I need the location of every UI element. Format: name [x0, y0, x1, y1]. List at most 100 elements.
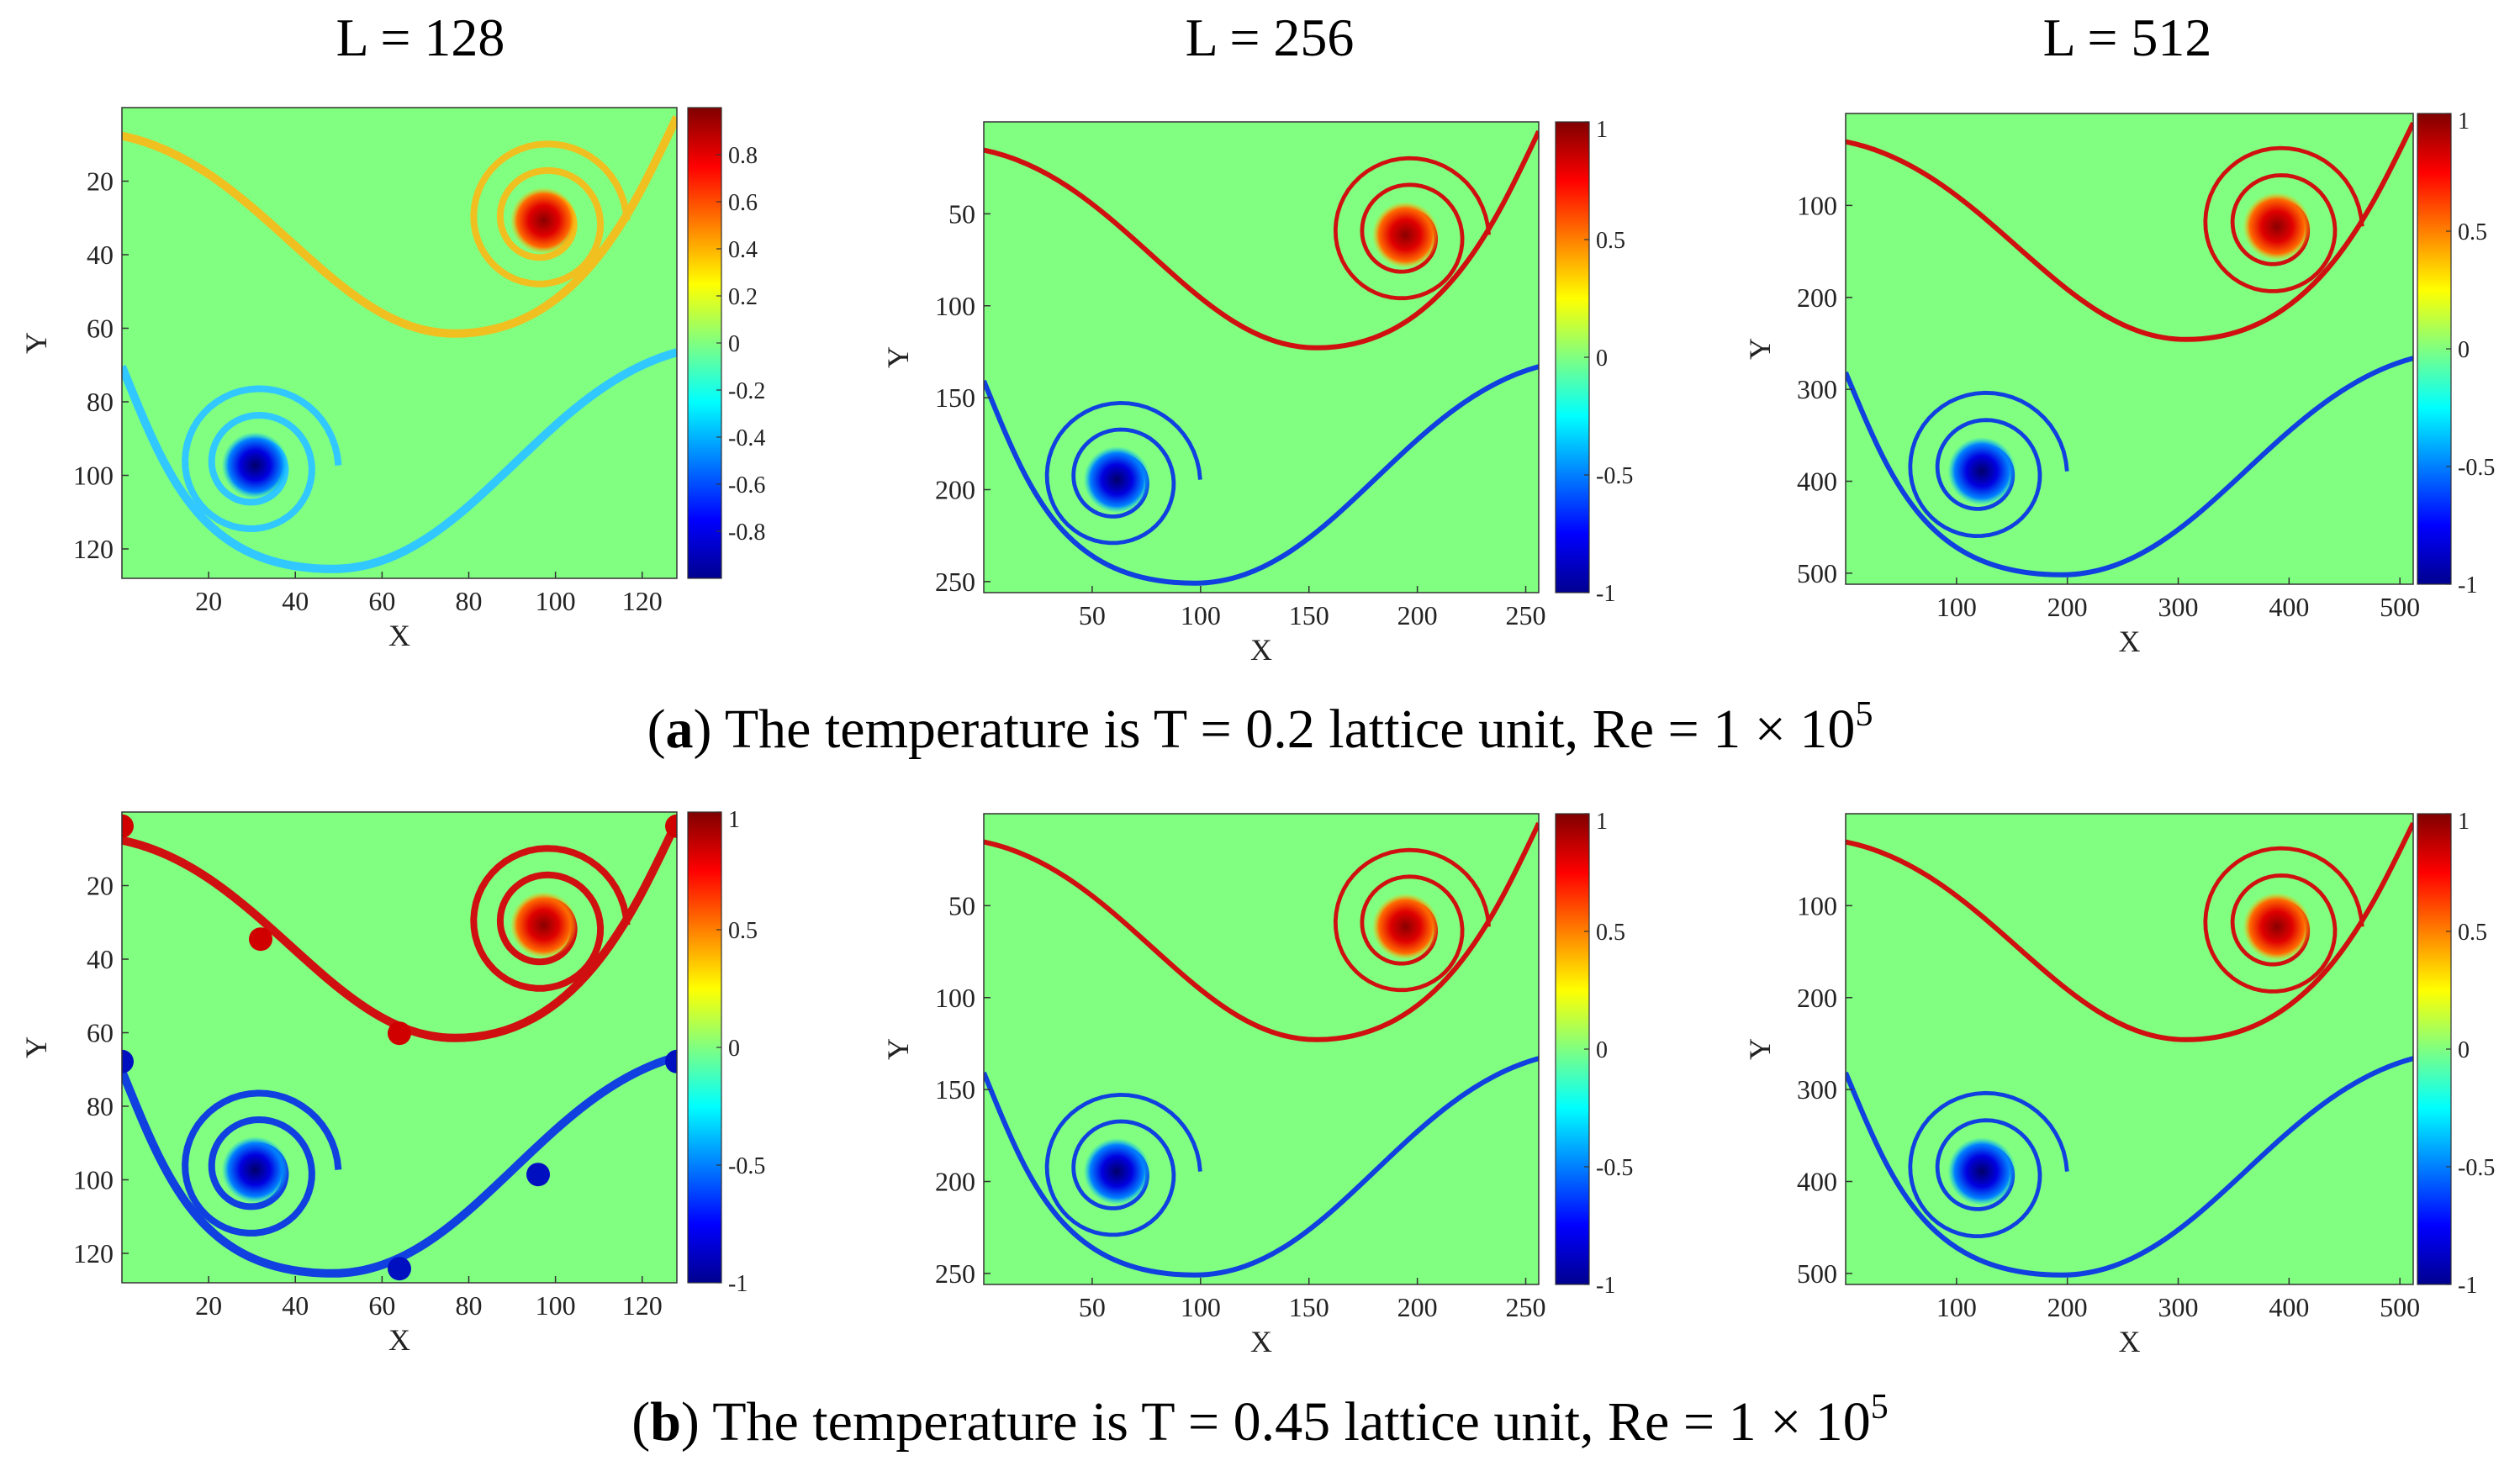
secondary-vortex: [122, 1049, 134, 1073]
caption-b-letter: b: [650, 1391, 681, 1453]
colorbar-tick-label: 0.6: [728, 190, 758, 216]
x-axis-label: X: [1250, 1325, 1272, 1358]
colorbar-tick-label: 1: [2458, 809, 2470, 835]
panel-b-l512: 100 200 300 400 500 100 200 300 400 500 X Y 1 0.5 0 -0.…: [1728, 805, 2520, 1369]
x-tick-label: 250: [1506, 1292, 1546, 1322]
vortex-core-positive: [1372, 201, 1440, 268]
colorbar-tick-label: 1: [728, 807, 740, 833]
x-tick-label: 300: [2158, 1292, 2199, 1322]
shear-layer-negative: [122, 348, 677, 573]
y-axis-label: Y: [881, 1038, 915, 1060]
caption-a-exponent: 5: [1855, 695, 1873, 734]
vortex-core-positive: [1372, 893, 1440, 960]
colorbar-tick-label: 0: [2458, 337, 2470, 363]
y-tick-label: 20: [87, 166, 114, 197]
colorbar-tick-label: -0.5: [2458, 1155, 2495, 1181]
y-tick-label: 400: [1797, 1167, 1837, 1197]
secondary-vortex: [665, 814, 677, 838]
vortex-core-negative: [1083, 1138, 1150, 1205]
colorbar: [2417, 113, 2452, 585]
caption-a-letter: a: [665, 699, 694, 760]
colorbar-tick-label: -1: [2458, 1273, 2477, 1299]
colorbar-tick-label: -0.5: [1596, 463, 1633, 489]
y-tick-label: 100: [935, 291, 975, 321]
colorbar-tick-label: 0.5: [2458, 219, 2487, 245]
vortex-core-positive: [510, 891, 578, 958]
caption-b: (b) The temperature is T = 0.45 lattice …: [0, 1387, 2520, 1454]
shear-layer-negative: [984, 364, 1539, 586]
caption-b-open: (: [631, 1391, 651, 1453]
x-axis-label: X: [2119, 1325, 2141, 1358]
y-tick-label: 60: [87, 314, 114, 344]
x-tick-label: 80: [456, 1290, 483, 1321]
colorbar-tick-label: -0.8: [728, 519, 765, 546]
x-tick-label: 100: [536, 586, 576, 616]
colorbar: [1555, 813, 1590, 1285]
y-axis-label: Y: [881, 346, 915, 368]
x-tick-label: 500: [2380, 592, 2420, 622]
caption-b-close: ): [680, 1391, 700, 1453]
x-tick-label: 120: [622, 1290, 663, 1321]
heatmap-svg: 100 200 300 400 500 100 200 300 400 500 X Y 1 0.5 0 -0.…: [1743, 108, 2495, 658]
y-tick-label: 250: [935, 1258, 975, 1289]
panel-b-l256: 50 100 150 200 250 50 100 150 200 250 X Y 1 0.5 0 -0.5 -…: [866, 805, 1669, 1369]
y-tick-label: 150: [935, 1074, 975, 1105]
heatmap-svg: 50 100 150 200 250 50 100 150 200 250 X Y 1 0.5 0 -0.5 -…: [881, 117, 1633, 667]
secondary-vortex: [388, 1021, 411, 1046]
y-tick-label: 300: [1797, 1074, 1837, 1105]
caption-a-open: (: [647, 699, 666, 760]
y-tick-label: 200: [935, 475, 975, 505]
panel-b-l128: 20 40 60 80 100 120 20 40 60 80 100 120 X Y 1 0.5 0 -0.5 -…: [0, 805, 801, 1367]
x-tick-label: 500: [2380, 1292, 2420, 1322]
y-tick-label: 400: [1797, 467, 1837, 497]
colorbar-tick-label: 0: [1596, 1037, 1608, 1063]
x-axis-label: X: [388, 619, 410, 652]
secondary-vortex: [249, 927, 272, 952]
x-tick-label: 150: [1289, 1292, 1329, 1322]
heatmap-svg: 50 100 150 200 250 50 100 150 200 250 X Y 1 0.5 0 -0.5 -…: [881, 809, 1633, 1358]
y-tick-label: 200: [935, 1167, 975, 1197]
colorbar-tick-label: 0: [728, 331, 740, 357]
colorbar-tick-label: -0.4: [728, 425, 765, 451]
y-tick-label: 200: [1797, 983, 1837, 1013]
caption-b-text: The temperature is T = 0.45 lattice unit…: [699, 1391, 1871, 1453]
heatmap-svg: 100 200 300 400 500 100 200 300 400 500 X Y 1 0.5 0 -0.…: [1743, 809, 2495, 1358]
vortex-core-negative: [221, 432, 288, 499]
y-tick-label: 500: [1797, 1258, 1837, 1289]
y-tick-label: 200: [1797, 282, 1837, 313]
column-title-l256: L = 256: [1185, 8, 1355, 67]
y-tick-label: 150: [935, 382, 975, 413]
y-tick-label: 60: [87, 1018, 114, 1048]
colorbar: [687, 107, 722, 579]
x-tick-label: 100: [1181, 1292, 1221, 1322]
y-tick-label: 500: [1797, 558, 1837, 588]
y-axis-label: Y: [1743, 1038, 1777, 1060]
colorbar-tick-label: -0.2: [728, 378, 765, 404]
vortex-core-positive: [2243, 892, 2311, 961]
x-tick-label: 80: [456, 586, 483, 616]
colorbar-tick-label: -0.6: [728, 472, 765, 498]
y-tick-label: 100: [935, 983, 975, 1013]
colorbar-tick-label: 0: [1596, 345, 1608, 372]
panel-a-l512: 100 200 300 400 500 100 200 300 400 500 X Y 1 0.5 0 -0.…: [1728, 105, 2520, 668]
y-tick-label: 40: [87, 944, 114, 974]
x-tick-label: 400: [2269, 592, 2309, 622]
colorbar-tick-label: 1: [1596, 117, 1608, 143]
caption-a: (a) The temperature is T = 0.2 lattice u…: [0, 694, 2520, 762]
caption-a-close: ): [693, 699, 712, 760]
y-tick-label: 300: [1797, 374, 1837, 404]
colorbar-tick-label: -1: [728, 1271, 748, 1297]
x-axis-label: X: [1250, 633, 1272, 667]
x-axis-label: X: [388, 1323, 410, 1357]
y-tick-label: 50: [948, 890, 975, 920]
colorbar-tick-label: 1: [1596, 809, 1608, 835]
shear-layer-negative: [984, 1056, 1539, 1278]
column-title-l512: L = 512: [2042, 8, 2212, 67]
y-tick-label: 100: [1797, 890, 1837, 920]
x-tick-label: 200: [1397, 600, 1438, 630]
x-tick-label: 200: [1397, 1292, 1438, 1322]
y-tick-label: 50: [948, 198, 975, 229]
x-tick-label: 120: [622, 586, 663, 616]
colorbar-tick-label: 0.2: [728, 284, 758, 310]
colorbar-tick-label: -0.5: [728, 1153, 765, 1179]
